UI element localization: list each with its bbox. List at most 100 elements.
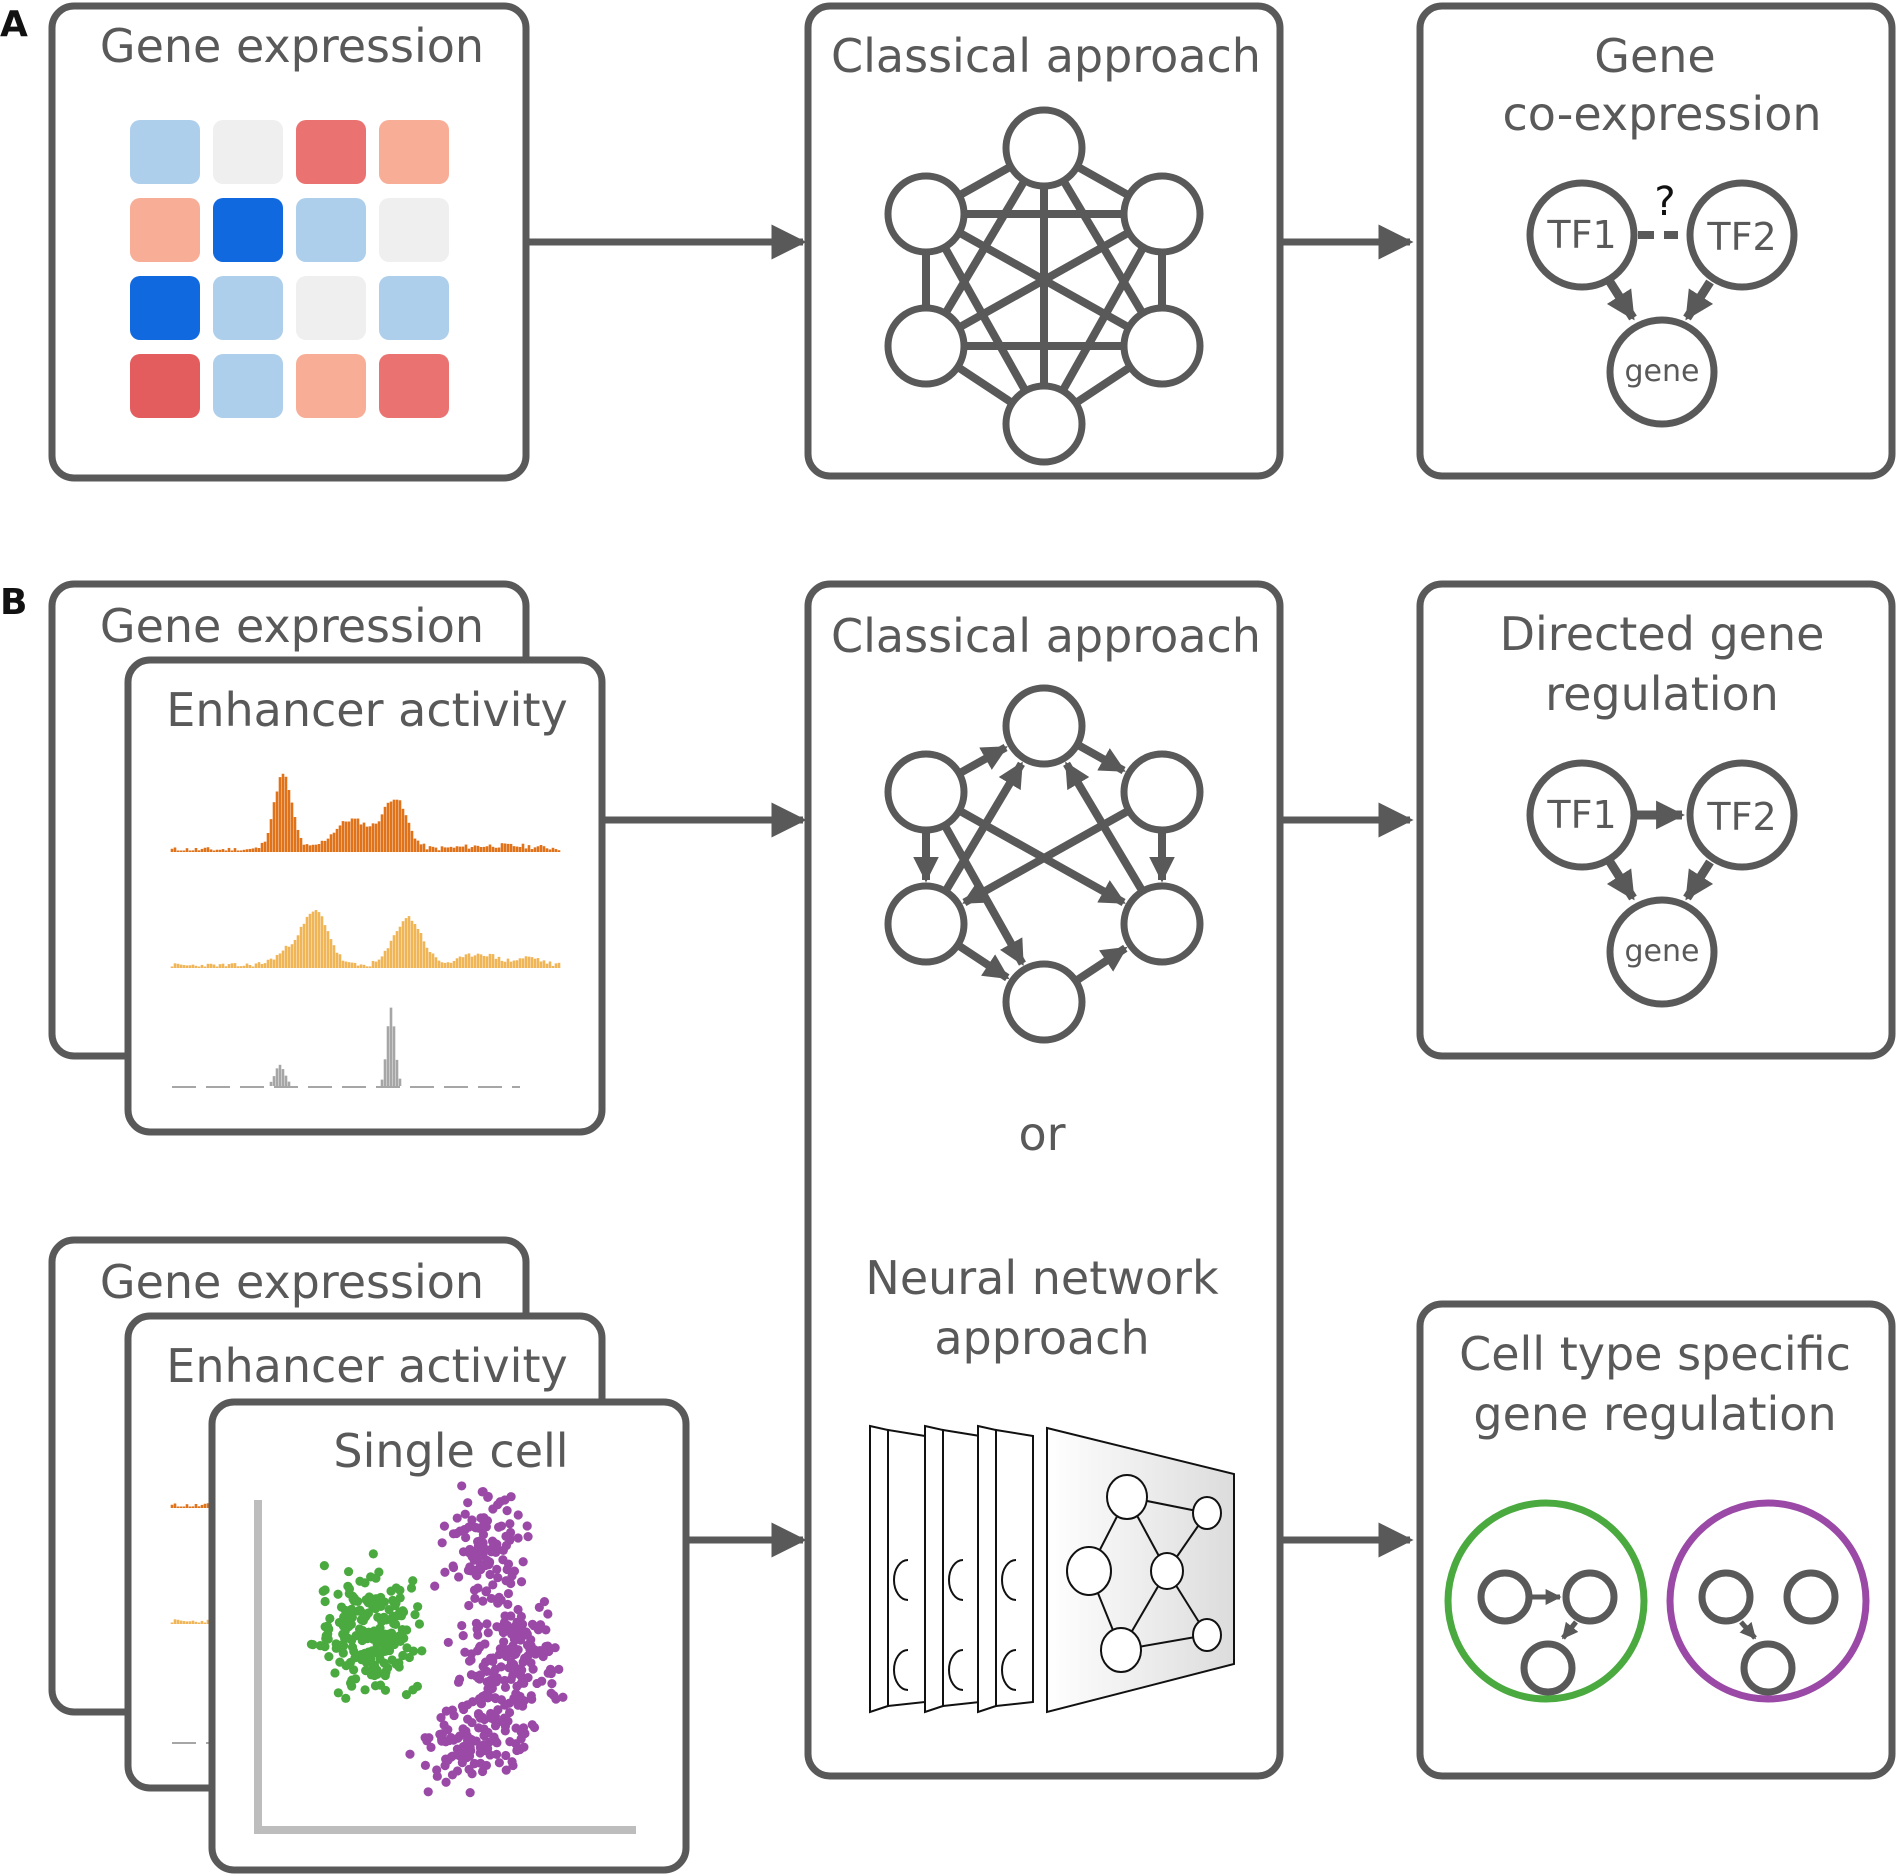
scatter-point-green xyxy=(341,1622,351,1632)
stack1-front-card: Enhancer activity xyxy=(124,656,606,1136)
panel-b-method-title: Classical approach xyxy=(831,609,1261,663)
scatter-point-purple xyxy=(439,1521,450,1531)
scatter-point-purple xyxy=(518,1723,529,1733)
scatter-point-purple xyxy=(430,1581,440,1591)
purple-gene-node xyxy=(1740,1640,1796,1696)
scatter-point-green xyxy=(315,1641,325,1651)
scatter-point-green xyxy=(387,1655,397,1665)
scatter-point-purple xyxy=(505,1519,515,1529)
scatter-point-purple xyxy=(496,1662,506,1672)
gene-node xyxy=(1606,316,1718,428)
output2-title-line1: Cell type specific xyxy=(1459,1327,1851,1381)
scatter-point-purple xyxy=(460,1509,470,1519)
scatter-point-purple xyxy=(500,1700,510,1710)
scatter-point-purple xyxy=(493,1705,503,1715)
scatter-point-purple xyxy=(476,1698,486,1708)
scatter-point-purple xyxy=(486,1593,496,1604)
scatter-point-purple xyxy=(481,1586,492,1596)
network-undirected-icon xyxy=(884,106,1204,466)
scatter-point-green xyxy=(345,1678,356,1688)
green-tf2-to-gene-arrow xyxy=(1561,1620,1579,1640)
signal-track-icon xyxy=(170,1503,210,1744)
scatter-point-green xyxy=(417,1646,427,1656)
panel-letter-b: B xyxy=(0,582,27,623)
edge xyxy=(942,246,1028,392)
network-node xyxy=(884,882,968,966)
stack2-front-card: Single cell xyxy=(208,1398,690,1874)
scatter-point-purple xyxy=(505,1527,516,1538)
scatter-point-green xyxy=(413,1602,423,1612)
scatter-point-green xyxy=(360,1578,370,1588)
scatter-point-green xyxy=(361,1666,371,1676)
output2-title-line2: gene regulation xyxy=(1473,1387,1836,1441)
nn-layer-edge xyxy=(924,1424,944,1714)
gene-node xyxy=(1606,896,1718,1008)
scatter-point-green xyxy=(333,1589,343,1599)
scatter-point-green xyxy=(346,1604,357,1614)
scatter-point-purple xyxy=(503,1588,514,1599)
scatter-point-purple xyxy=(498,1555,508,1565)
scatter-point-purple xyxy=(547,1679,557,1689)
network-directed-icon xyxy=(884,684,1204,1044)
heatmap-cell xyxy=(296,120,366,184)
scatter-point-purple xyxy=(475,1641,485,1651)
scatter-point-purple xyxy=(526,1658,536,1668)
edge xyxy=(957,364,1013,406)
scatter-point-purple xyxy=(513,1645,523,1655)
output1-title-line2: regulation xyxy=(1545,667,1779,721)
heatmap-cell xyxy=(213,354,283,418)
tf2-to-gene-arrow xyxy=(1683,859,1714,901)
directed-edge xyxy=(962,808,1130,907)
scatter-point-purple xyxy=(485,1653,496,1663)
scatter-point-green xyxy=(344,1584,355,1594)
cell-type-purple-circle xyxy=(1666,1499,1870,1703)
scatter-point-purple xyxy=(423,1787,433,1797)
scatter-point-green xyxy=(406,1583,417,1593)
heatmap-cell xyxy=(379,354,449,418)
scatter-point-purple xyxy=(459,1704,469,1715)
scatter-point-green xyxy=(331,1639,341,1649)
scatter-point-purple xyxy=(420,1760,431,1770)
scatter-point-green xyxy=(368,1549,378,1559)
purple-tf1-to-gene-arrow xyxy=(1739,1620,1757,1640)
nn-node xyxy=(1066,1546,1112,1596)
scatter-point-purple xyxy=(478,1486,488,1497)
scatter-point-green xyxy=(391,1619,401,1630)
scatter-point-purple xyxy=(501,1765,511,1775)
scatter-point-purple xyxy=(493,1500,503,1510)
heatmap-cell xyxy=(296,198,366,262)
scatter-point-purple xyxy=(501,1651,512,1662)
scatter-point-green xyxy=(358,1630,368,1640)
nn-layer-node xyxy=(948,1649,964,1691)
scatter-point-purple xyxy=(454,1572,464,1582)
scatter-point-purple xyxy=(496,1622,506,1633)
gene-expression-heatmap xyxy=(130,120,449,418)
scatter-point-purple xyxy=(501,1750,511,1761)
heatmap-cell xyxy=(296,354,366,418)
scatter-point-purple xyxy=(437,1538,447,1548)
scatter-point-purple xyxy=(441,1706,451,1716)
panel-a-method-box: Classical approach xyxy=(804,2,1284,480)
network-node xyxy=(1002,684,1086,768)
scatter-point-green xyxy=(341,1693,351,1703)
scatter-point-purple xyxy=(467,1717,477,1728)
scatter-point-purple xyxy=(502,1506,512,1516)
scatter-point-purple xyxy=(516,1577,527,1587)
scatter-point-green xyxy=(358,1614,368,1624)
scatter-point-purple xyxy=(506,1674,516,1684)
scatter-point-green xyxy=(350,1653,360,1663)
scatter-point-green xyxy=(325,1613,335,1624)
tf2-node xyxy=(1686,179,1798,291)
scatter-point-green xyxy=(414,1619,425,1629)
scatter-point-green xyxy=(336,1602,347,1612)
scatter-point-purple xyxy=(491,1677,501,1687)
scatter-point-purple xyxy=(493,1598,503,1608)
scatter-point-purple xyxy=(457,1757,467,1768)
scatter-point-purple xyxy=(461,1532,471,1543)
stack1-front-title: Enhancer activity xyxy=(166,683,567,737)
edge xyxy=(958,164,1012,198)
panel-a-input-box: Gene expression xyxy=(48,2,530,482)
scatter-point-purple xyxy=(519,1742,529,1752)
scatter-point-purple xyxy=(469,1555,479,1565)
stack1-back-title: Gene expression xyxy=(100,599,484,653)
